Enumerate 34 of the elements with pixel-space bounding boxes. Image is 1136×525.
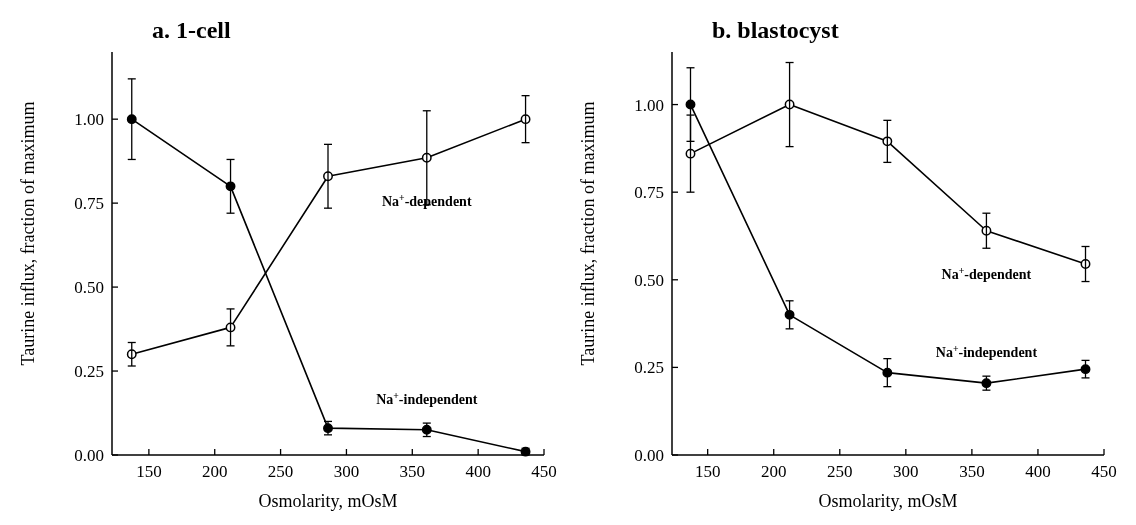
x-tick-label: 350 [959,462,985,481]
y-tick-label: 0.75 [74,194,104,214]
y-tick-label: 1.00 [634,95,664,115]
x-tick-label: 250 [267,462,294,481]
series-label: Na$^{+}$-independent [376,389,478,407]
x-tick-label: 150 [136,462,162,481]
series-label: Na$^{+}$-dependent [381,191,472,209]
x-axis-title: Osmolarity, mOsM [818,491,958,511]
x-tick-label: 200 [201,462,228,481]
y-axis-title: Taurine influx, fraction of maximum [578,101,598,366]
x-tick-label: 350 [399,462,426,481]
x-tick-label: 450 [1091,462,1117,481]
x-tick-label: 300 [333,462,360,481]
y-tick-label: 0.50 [74,278,104,298]
y-tick-label: 0.50 [634,270,664,290]
y-tick-label: 0.00 [634,445,664,465]
x-tick-label: 150 [694,462,721,481]
x-tick-label: 450 [531,462,557,481]
x-tick-label: 400 [1025,462,1051,481]
y-tick-label: 0.00 [74,445,104,465]
x-axis-title: Osmolarity, mOsM [258,491,398,511]
x-tick-label: 250 [827,462,853,481]
y-tick-label: 0.75 [634,183,664,203]
series-label: Na$^{+}$-independent [935,342,1038,361]
y-tick-label: 0.25 [634,358,664,378]
chart-title: b. blastocyst [712,17,839,43]
y-tick-label: 1.00 [74,110,104,130]
chart-title: a. 1-cell [152,17,231,43]
x-tick-label: 400 [465,462,491,481]
x-tick-label: 300 [893,462,919,481]
series-label: Na$^{+}$-dependent [941,264,1032,282]
y-tick-label: 0.25 [74,361,104,381]
y-axis-title: Taurine influx, fraction of maximum [18,101,38,366]
x-tick-label: 200 [760,462,787,481]
